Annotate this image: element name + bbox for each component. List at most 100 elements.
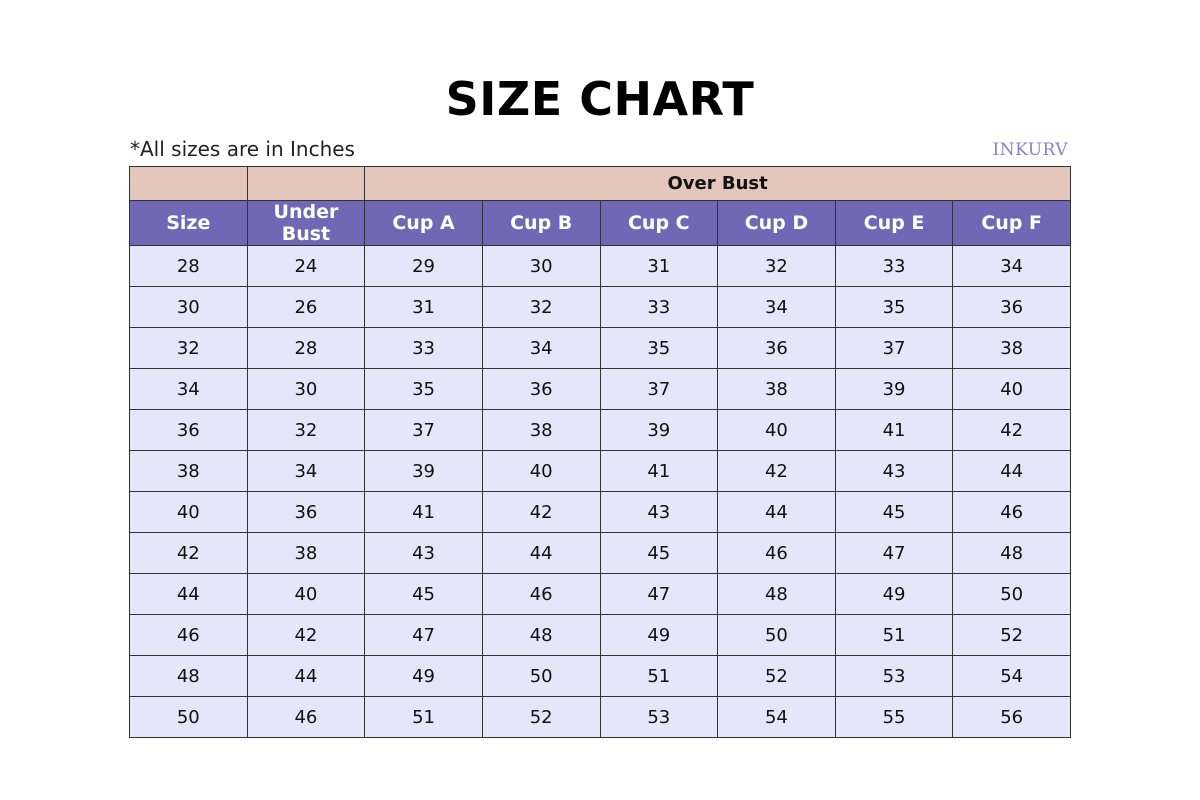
table-cell: 52 [481, 696, 601, 738]
table-cell: 29 [364, 245, 483, 287]
table-cell: 38 [952, 327, 1071, 369]
table-row: 46 42 47 48 49 50 51 52 [129, 614, 1071, 656]
empty-header-cell [129, 166, 248, 201]
table-cell: 45 [364, 573, 483, 615]
table-cell: 35 [834, 286, 954, 328]
table-cell: 40 [246, 573, 366, 615]
table-cell: 39 [599, 409, 719, 451]
table-cell: 51 [834, 614, 954, 656]
table-cell: 45 [834, 491, 954, 533]
table-row: 48 44 49 50 51 52 53 54 [129, 655, 1071, 697]
table-cell: 49 [364, 655, 483, 697]
table-cell: 24 [246, 245, 366, 287]
table-cell: 26 [246, 286, 366, 328]
table-cell: 30 [129, 286, 248, 328]
column-header: Size [129, 200, 248, 246]
column-header: Cup E [834, 200, 954, 246]
table-cell: 47 [364, 614, 483, 656]
table-cell: 50 [952, 573, 1071, 615]
table-row: 34 30 35 36 37 38 39 40 [129, 368, 1071, 410]
table-cell: 44 [952, 450, 1071, 492]
table-row: 44 40 45 46 47 48 49 50 [129, 573, 1071, 615]
table-cell: 48 [481, 614, 601, 656]
group-header-row: Over Bust [129, 166, 1071, 201]
column-header: Cup A [364, 200, 483, 246]
table-cell: 51 [599, 655, 719, 697]
table-cell: 40 [717, 409, 836, 451]
table-cell: 36 [129, 409, 248, 451]
table-cell: 32 [246, 409, 366, 451]
table-cell: 44 [246, 655, 366, 697]
table-cell: 50 [717, 614, 836, 656]
table-cell: 48 [717, 573, 836, 615]
table-cell: 32 [481, 286, 601, 328]
table-cell: 43 [599, 491, 719, 533]
table-cell: 46 [481, 573, 601, 615]
table-cell: 36 [717, 327, 836, 369]
table-cell: 40 [481, 450, 601, 492]
table-row: 50 46 51 52 53 54 55 56 [129, 696, 1071, 738]
table-cell: 47 [599, 573, 719, 615]
table-cell: 32 [129, 327, 248, 369]
table-cell: 37 [364, 409, 483, 451]
column-header: Cup F [952, 200, 1071, 246]
table-cell: 45 [599, 532, 719, 574]
table-cell: 48 [129, 655, 248, 697]
table-cell: 46 [129, 614, 248, 656]
table-cell: 44 [129, 573, 248, 615]
brand-logo: INKURV [992, 140, 1068, 160]
table-cell: 40 [129, 491, 248, 533]
table-cell: 54 [717, 696, 836, 738]
table-cell: 31 [599, 245, 719, 287]
table-cell: 33 [364, 327, 483, 369]
table-cell: 44 [717, 491, 836, 533]
table-cell: 53 [834, 655, 954, 697]
column-header: Cup B [481, 200, 601, 246]
table-cell: 55 [834, 696, 954, 738]
table-cell: 38 [717, 368, 836, 410]
table-cell: 41 [599, 450, 719, 492]
table-cell: 37 [834, 327, 954, 369]
table-cell: 46 [952, 491, 1071, 533]
table-cell: 39 [364, 450, 483, 492]
table-cell: 50 [129, 696, 248, 738]
column-header: Under Bust [246, 200, 366, 246]
table-cell: 39 [834, 368, 954, 410]
page-title: SIZE CHART [445, 72, 755, 126]
table-cell: 34 [246, 450, 366, 492]
table-cell: 47 [834, 532, 954, 574]
table-cell: 34 [129, 368, 248, 410]
units-note: *All sizes are in Inches [130, 137, 355, 161]
table-cell: 48 [952, 532, 1071, 574]
empty-header-cell [246, 166, 366, 201]
table-cell: 41 [364, 491, 483, 533]
table-row: 32 28 33 34 35 36 37 38 [129, 327, 1071, 369]
column-header: Cup D [717, 200, 836, 246]
table-cell: 43 [834, 450, 954, 492]
table-cell: 42 [717, 450, 836, 492]
table-row: 36 32 37 38 39 40 41 42 [129, 409, 1071, 451]
table-row: 30 26 31 32 33 34 35 36 [129, 286, 1071, 328]
table-cell: 34 [717, 286, 836, 328]
table-cell: 36 [481, 368, 601, 410]
table-cell: 37 [599, 368, 719, 410]
table-cell: 36 [246, 491, 366, 533]
table-row: 38 34 39 40 41 42 43 44 [129, 450, 1071, 492]
table-cell: 52 [952, 614, 1071, 656]
table-cell: 44 [481, 532, 601, 574]
table-cell: 46 [246, 696, 366, 738]
table-cell: 31 [364, 286, 483, 328]
table-cell: 54 [952, 655, 1071, 697]
table-cell: 38 [246, 532, 366, 574]
table-cell: 30 [481, 245, 601, 287]
table-cell: 36 [952, 286, 1071, 328]
table-cell: 43 [364, 532, 483, 574]
table-cell: 56 [952, 696, 1071, 738]
table-cell: 34 [481, 327, 601, 369]
table-row: 28 24 29 30 31 32 33 34 [129, 245, 1071, 287]
table-cell: 35 [599, 327, 719, 369]
table-cell: 38 [481, 409, 601, 451]
table-cell: 35 [364, 368, 483, 410]
table-cell: 46 [717, 532, 836, 574]
